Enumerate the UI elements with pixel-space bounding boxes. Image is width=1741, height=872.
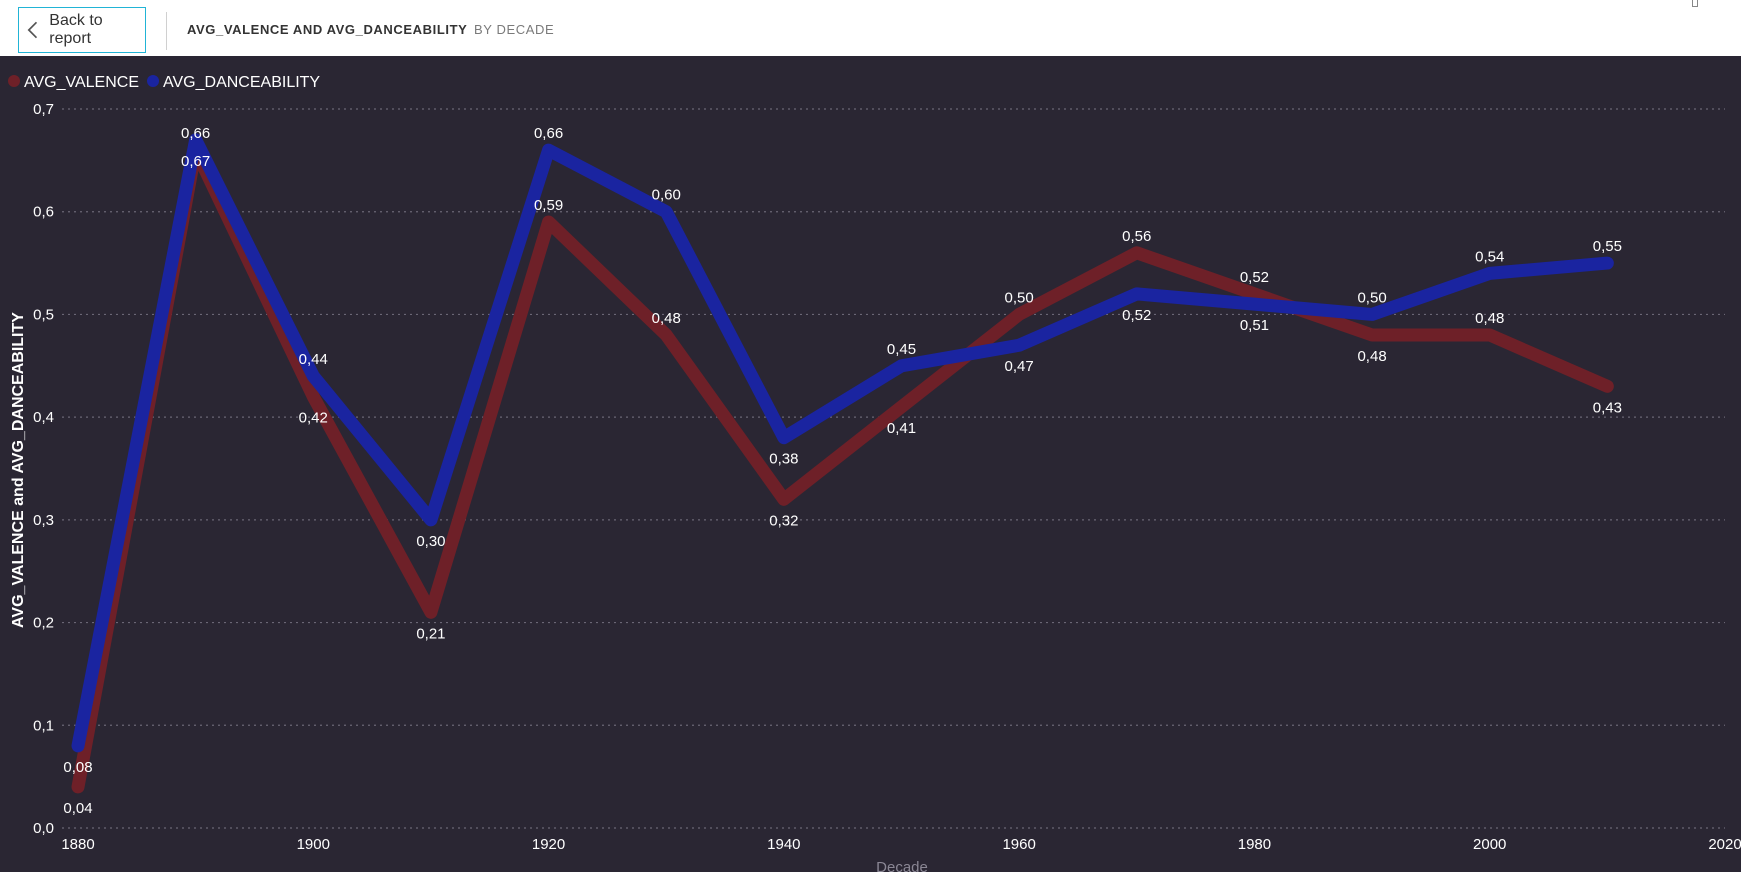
data-label: 0,66 [534, 125, 563, 142]
data-label: 0,51 [1240, 317, 1269, 334]
back-to-report-label: Back to report [49, 12, 103, 47]
data-label: 0,32 [769, 512, 798, 529]
x-tick-label: 1900 [297, 836, 330, 853]
y-tick-label: 0,3 [33, 512, 54, 529]
data-label: 0,52 [1122, 307, 1151, 324]
data-label: 0,52 [1240, 269, 1269, 286]
report-header: Back to report AVG_VALENCE AND AVG_DANCE… [0, 0, 1741, 56]
data-labels: 0,04 0,66 0,42 0,21 0,59 0,48 0,32 0,41 0,50 0,56… [63, 125, 1622, 817]
data-label: 0,42 [299, 410, 328, 427]
x-tick-label: 1980 [1238, 836, 1271, 853]
back-to-report-button[interactable]: Back to report [18, 7, 146, 53]
y-tick-label: 0,1 [33, 717, 54, 734]
y-tick-label: 0,6 [33, 204, 54, 221]
series-lines [71, 133, 1614, 794]
data-label: 0,47 [1005, 358, 1034, 375]
data-label: 0,50 [1357, 289, 1386, 306]
data-label: 0,55 [1593, 238, 1622, 255]
data-label: 0,48 [652, 310, 681, 327]
x-tick-label: 2000 [1473, 836, 1506, 853]
data-label: 0,43 [1593, 399, 1622, 416]
data-label: 0,38 [769, 451, 798, 468]
y-tick-label: 0,0 [33, 820, 54, 837]
legend: AVG_VALENCE AVG_DANCEABILITY [8, 74, 320, 91]
data-label: 0,04 [63, 800, 92, 817]
y-tick-label: 0,4 [33, 409, 54, 426]
chevron-left-icon [27, 21, 38, 39]
x-axis-ticks: 1880 1900 1920 1940 1960 1980 2000 2020 [61, 836, 1741, 853]
series-line-danceability [71, 133, 1614, 753]
chart-area [0, 56, 1741, 872]
y-axis-ticks: 0,0 0,1 0,2 0,3 0,4 0,5 0,6 0,7 [33, 101, 54, 837]
data-label: 0,48 [1357, 348, 1386, 365]
x-tick-label: 1920 [532, 836, 565, 853]
data-label: 0,50 [1005, 289, 1034, 306]
data-label: 0,56 [1122, 228, 1151, 245]
data-label: 0,60 [652, 187, 681, 204]
data-label: 0,59 [534, 197, 563, 214]
data-label: 0,48 [1475, 310, 1504, 327]
window-corner-icon [1692, 0, 1698, 7]
legend-marker [147, 75, 160, 87]
x-axis-label: Decade [876, 859, 928, 872]
data-label: 0,66 [181, 125, 210, 142]
visual-title: AVG_VALENCE AND AVG_DANCEABILITY [187, 22, 468, 37]
legend-entry: AVG_DANCEABILITY [163, 74, 320, 91]
x-tick-label: 1880 [61, 836, 94, 853]
gridlines [62, 108, 1725, 829]
visual-subtitle: BY DECADE [474, 22, 555, 37]
data-label: 0,41 [887, 420, 916, 437]
y-axis-label: AVG_VALENCE and AVG_DANCEABILITY [10, 312, 27, 628]
x-tick-label: 1940 [767, 836, 800, 853]
data-label: 0,45 [887, 341, 916, 358]
data-label: 0,54 [1475, 248, 1504, 265]
y-tick-label: 0,2 [33, 615, 54, 632]
data-label: 0,44 [299, 351, 328, 368]
y-tick-label: 0,7 [33, 101, 54, 118]
x-tick-label: 2020 [1708, 836, 1741, 853]
x-tick-label: 1960 [1002, 836, 1035, 853]
data-label: 0,67 [181, 153, 210, 170]
y-tick-label: 0,5 [33, 306, 54, 323]
data-label: 0,21 [416, 625, 445, 642]
legend-entry: AVG_VALENCE [24, 74, 139, 91]
series-line-valence [71, 143, 1614, 794]
data-label: 0,30 [416, 533, 445, 550]
legend-marker [8, 75, 20, 87]
data-label: 0,08 [63, 759, 92, 776]
header-divider [166, 12, 167, 50]
